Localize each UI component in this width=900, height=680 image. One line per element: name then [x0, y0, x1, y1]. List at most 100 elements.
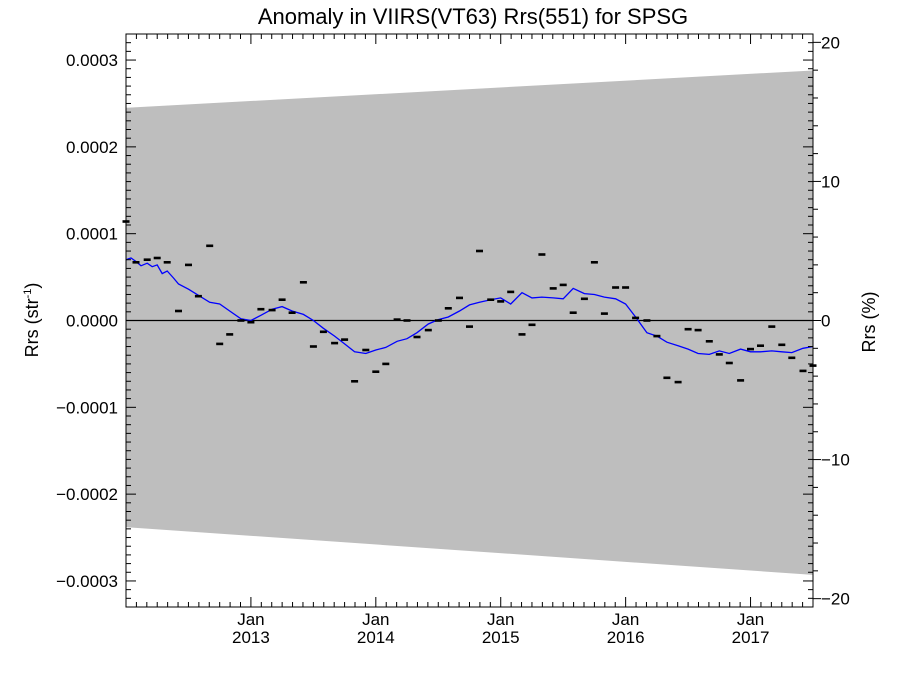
- y-tick-label: −0.0001: [56, 398, 118, 417]
- data-point: [725, 361, 733, 365]
- y-axis-label-superscript: -1: [22, 289, 34, 299]
- data-point: [747, 347, 754, 351]
- data-point: [674, 380, 682, 384]
- data-point: [580, 297, 588, 301]
- uncertainty-band-layer: [126, 70, 813, 575]
- y-axis-label: Rrs (str-1): [22, 283, 42, 358]
- x-tick-label-year: 2014: [357, 628, 395, 647]
- data-point: [257, 307, 265, 311]
- data-point: [757, 344, 764, 347]
- y-tick-label: 0.0000: [66, 312, 118, 331]
- data-point: [694, 328, 702, 332]
- data-point: [788, 356, 796, 360]
- data-point: [466, 325, 473, 328]
- data-point: [382, 362, 390, 366]
- y2-tick-label: 10: [821, 172, 840, 191]
- smoothed-anomaly-line: [125, 257, 814, 356]
- y-axis-label-close: ): [22, 283, 42, 289]
- data-point: [569, 311, 577, 314]
- right-y-axis: 20 10 0 −10 −20: [813, 33, 850, 609]
- uncertainty-band: [126, 70, 813, 575]
- smoothed-line-layer: [125, 257, 814, 356]
- data-point: [299, 281, 307, 284]
- left-y-axis: 0.0003 0.0002 0.0001 0.0000 −0.0001 −0.0002 −0…: [56, 33, 813, 608]
- data-point: [403, 319, 411, 322]
- y-tick-label: −0.0003: [56, 572, 118, 591]
- data-point: [715, 353, 723, 356]
- data-point: [684, 327, 692, 331]
- data-point: [132, 261, 140, 264]
- data-point: [247, 320, 255, 324]
- data-point: [590, 261, 598, 264]
- data-point: [424, 328, 432, 332]
- y-tick-label: 0.0002: [66, 138, 118, 157]
- data-point: [653, 334, 661, 338]
- data-point: [549, 287, 557, 290]
- data-point: [444, 307, 452, 310]
- y2-tick-label: 0: [821, 312, 830, 331]
- y2-tick-label: 20: [821, 33, 840, 52]
- x-tick-label-month: Jan: [612, 610, 639, 629]
- data-point: [362, 348, 370, 352]
- x-tick-label-year: 2013: [232, 628, 270, 647]
- data-point: [288, 311, 296, 314]
- data-point: [456, 296, 463, 300]
- y-tick-label: −0.0002: [56, 485, 118, 504]
- x-tick-label-month: Jan: [737, 610, 764, 629]
- data-point: [278, 298, 286, 301]
- y-axis-label-text: Rrs (str: [22, 298, 42, 357]
- x-tick-label-year: 2017: [732, 628, 770, 647]
- data-point: [643, 319, 651, 322]
- data-point: [216, 342, 224, 346]
- data-point: [268, 308, 276, 312]
- data-point: [393, 318, 401, 321]
- data-point: [175, 309, 182, 313]
- monthly-points-layer: [122, 220, 817, 384]
- data-point: [341, 338, 349, 341]
- data-point: [331, 341, 339, 345]
- data-point: [194, 294, 202, 298]
- data-point: [309, 345, 317, 348]
- y2-tick-label: −20: [821, 590, 850, 609]
- x-tick-label-month: Jan: [362, 610, 389, 629]
- data-point: [487, 298, 495, 301]
- data-point: [663, 376, 671, 380]
- data-point: [799, 369, 807, 373]
- y2-tick-label: −10: [821, 451, 850, 470]
- data-point: [632, 316, 640, 320]
- data-point: [319, 330, 327, 334]
- data-point: [143, 258, 151, 261]
- data-point: [163, 261, 171, 264]
- y-tick-label: 0.0003: [66, 51, 118, 70]
- data-point: [538, 253, 546, 256]
- data-point: [705, 340, 713, 343]
- right-y-axis-label: Rrs (%): [859, 292, 879, 353]
- data-point: [372, 370, 380, 373]
- data-point: [153, 256, 161, 260]
- data-point: [206, 244, 214, 248]
- data-point: [237, 319, 245, 322]
- data-point: [528, 323, 536, 327]
- data-point: [351, 380, 359, 383]
- data-point: [518, 333, 526, 336]
- data-point: [622, 286, 630, 289]
- y-tick-label: 0.0001: [66, 225, 118, 244]
- data-point: [226, 333, 234, 336]
- data-point: [497, 300, 505, 303]
- chart-title: Anomaly in VIIRS(VT63) Rrs(551) for SPSG: [258, 4, 688, 29]
- data-point: [559, 283, 567, 287]
- data-point: [600, 312, 608, 315]
- data-point: [768, 325, 776, 328]
- data-point: [737, 379, 745, 382]
- data-point: [185, 263, 192, 267]
- x-tick-label-month: Jan: [237, 610, 264, 629]
- x-tick-label-year: 2016: [607, 628, 645, 647]
- data-point: [413, 335, 421, 339]
- data-point: [434, 319, 442, 322]
- x-tick-label-year: 2015: [482, 628, 520, 647]
- x-tick-label-month: Jan: [487, 610, 514, 629]
- data-point: [507, 290, 515, 294]
